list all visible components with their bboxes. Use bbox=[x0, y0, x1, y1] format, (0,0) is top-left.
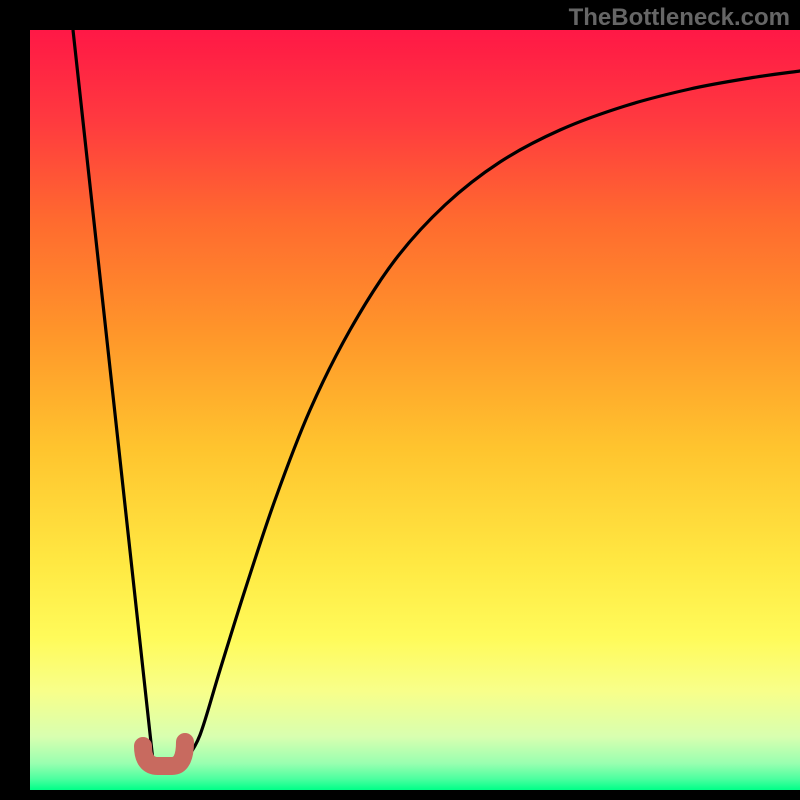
bottleneck-curve-right bbox=[185, 71, 800, 761]
watermark-text: TheBottleneck.com bbox=[569, 4, 790, 32]
bottleneck-curve-left bbox=[73, 30, 185, 761]
chart-svg bbox=[30, 30, 800, 790]
plot-area bbox=[30, 30, 800, 790]
optimal-marker bbox=[143, 742, 185, 766]
